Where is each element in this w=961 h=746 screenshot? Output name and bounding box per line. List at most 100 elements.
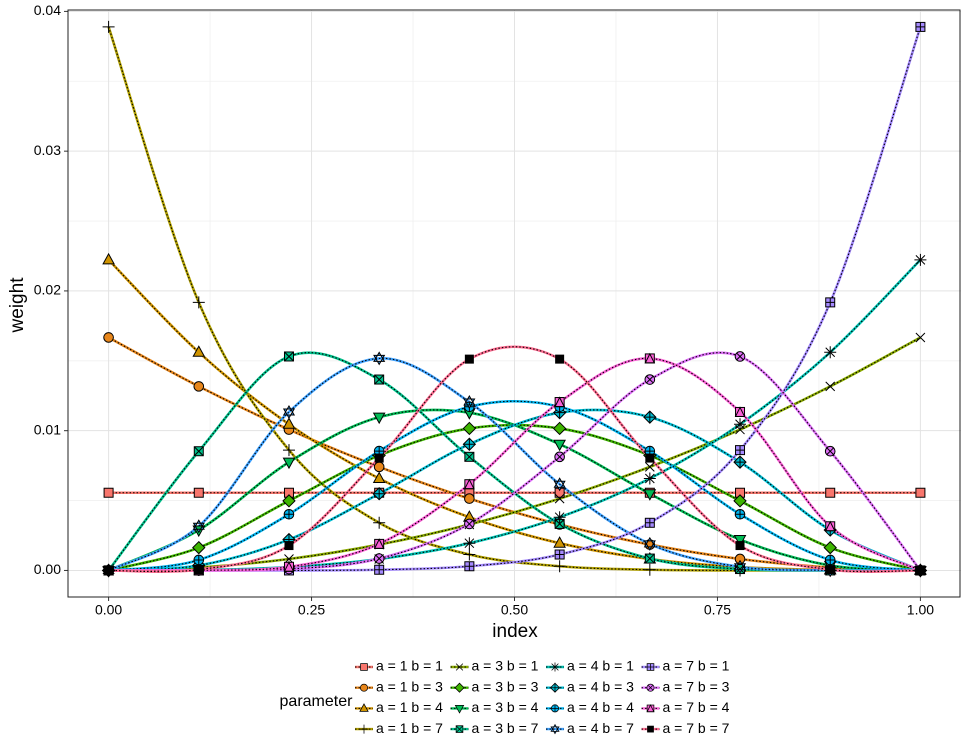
y-tick-label: 0.04: [34, 2, 61, 18]
data-point: [643, 563, 656, 576]
data-point: [733, 559, 747, 574]
data-point: [825, 381, 836, 392]
series-line-overlay: [108, 357, 921, 572]
data-point: [552, 421, 567, 436]
series-line-overlay: [108, 346, 921, 573]
data-point: [645, 453, 655, 463]
data-point: [464, 518, 475, 530]
data-point: [282, 417, 296, 429]
legend-label: a = 4 b = 3: [567, 678, 634, 694]
data-point: [553, 477, 566, 492]
x-tick-label: 0.50: [501, 602, 528, 618]
data-point: [643, 536, 656, 551]
data-point: [464, 478, 475, 490]
data-point: [733, 494, 747, 508]
legend-marker: [647, 725, 654, 733]
x-axis-title: index: [492, 621, 538, 642]
data-point: [644, 352, 656, 364]
legend-marker: [550, 723, 560, 735]
data-point: [373, 351, 386, 366]
data-point: [373, 553, 385, 564]
data-point: [644, 462, 655, 472]
data-point: [193, 487, 204, 498]
data-point: [283, 351, 294, 362]
data-point: [102, 252, 115, 265]
legend-label: a = 1 b = 1: [376, 658, 443, 674]
data-point: [553, 536, 566, 548]
data-point: [372, 487, 386, 501]
legend-marker: [454, 682, 465, 693]
data-point: [192, 519, 205, 534]
y-axis-title: weight: [7, 277, 28, 334]
legend-label: a = 3 b = 7: [472, 720, 539, 736]
x-tick-label: 0.25: [298, 602, 325, 618]
data-point: [823, 540, 837, 555]
data-point: [373, 538, 385, 549]
data-point: [282, 444, 295, 457]
data-point: [102, 20, 115, 33]
legend-marker: [646, 663, 655, 671]
data-point: [373, 461, 385, 473]
legend-marker: [646, 683, 655, 692]
data-point: [555, 354, 565, 364]
legend-label: a = 3 b = 1: [472, 658, 539, 674]
data-point: [643, 472, 656, 485]
panel-border: [67, 9, 961, 598]
data-point: [464, 493, 475, 504]
data-point: [914, 253, 927, 266]
data-point: [104, 565, 114, 575]
legend-label: a = 3 b = 3: [472, 678, 539, 694]
data-point: [644, 553, 655, 564]
series-line-overlay: [108, 409, 921, 571]
data-point: [464, 354, 474, 364]
data-point: [462, 421, 477, 436]
legend-marker: [360, 663, 368, 671]
series-line-overlay: [108, 336, 921, 571]
data-point: [283, 508, 295, 520]
legend-label: a = 7 b = 7: [663, 720, 730, 736]
legend-marker: [454, 705, 465, 714]
legend-label: a = 1 b = 4: [376, 699, 443, 715]
data-point: [282, 494, 296, 508]
data-point: [192, 296, 205, 309]
data-point: [282, 457, 296, 470]
data-point: [733, 455, 747, 469]
data-point: [553, 439, 566, 452]
data-point: [733, 535, 747, 547]
data-point: [194, 565, 204, 575]
data-point: [372, 471, 386, 483]
data-point: [734, 508, 746, 520]
legend-marker: [551, 704, 559, 713]
data-point: [553, 560, 566, 573]
data-point: [824, 554, 836, 566]
data-point: [554, 396, 565, 408]
data-point: [374, 453, 384, 463]
data-point: [554, 549, 565, 560]
series-line: [107, 336, 921, 572]
legend-marker: [359, 703, 369, 712]
data-point: [915, 487, 926, 498]
data-point: [915, 565, 925, 575]
y-tick-label: 0.03: [34, 142, 61, 158]
data-point: [644, 517, 655, 528]
legend-label: a = 1 b = 7: [376, 720, 443, 736]
data-point: [734, 418, 747, 431]
data-point: [372, 412, 386, 425]
legend-label: a = 4 b = 7: [567, 720, 634, 736]
data-point: [735, 445, 746, 456]
series-line-overlay: [108, 400, 921, 571]
x-tick-label: 0.00: [95, 602, 122, 618]
legend-title: parameter: [280, 693, 354, 710]
data-point: [193, 381, 205, 392]
legend-marker: [646, 704, 655, 713]
data-point: [192, 540, 206, 555]
legend-marker: [359, 724, 369, 734]
data-point: [283, 561, 295, 572]
data-point: [643, 489, 657, 501]
legend-marker: [550, 662, 560, 672]
legend-marker: [360, 683, 368, 692]
data-point: [824, 445, 836, 457]
data-point: [462, 437, 477, 451]
legend-label: a = 1 b = 3: [376, 678, 443, 694]
